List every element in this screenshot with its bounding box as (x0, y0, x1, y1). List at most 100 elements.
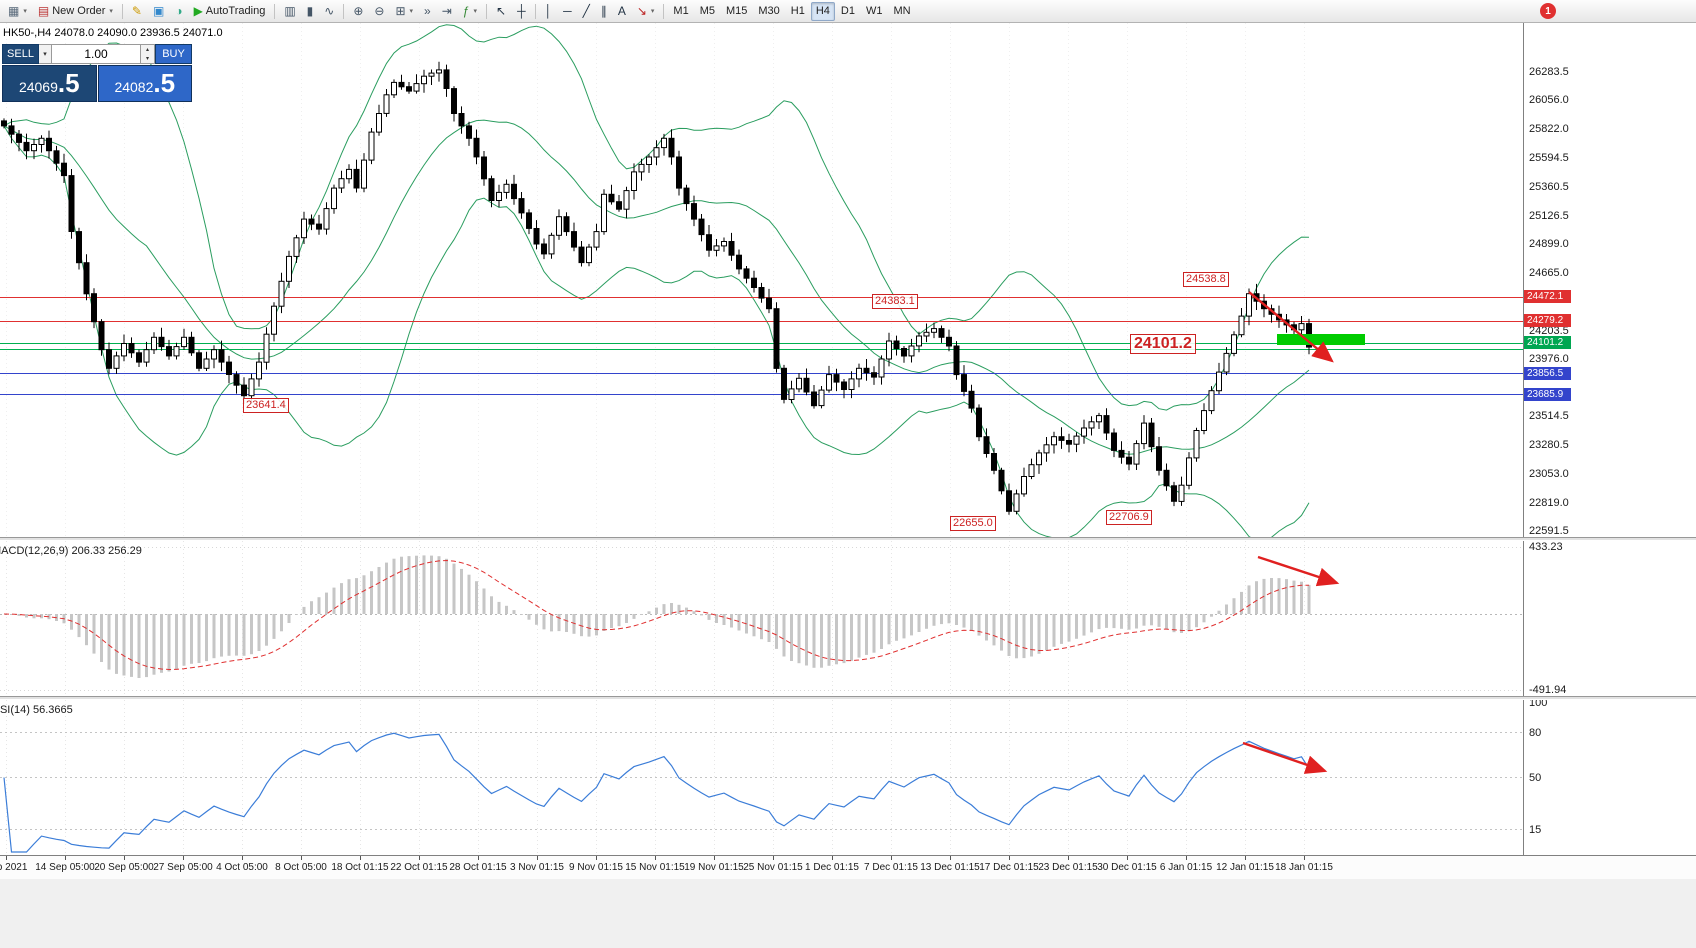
timeframe-m30-button[interactable]: M30 (753, 2, 784, 21)
cursor-icon: ↖ (496, 4, 507, 18)
timeframe-m30-button-label: M30 (758, 5, 780, 17)
timeframe-w1-button-label: W1 (865, 5, 883, 17)
timeframe-h1-button[interactable]: H1 (786, 2, 810, 21)
notifications-icon[interactable]: 1 (1540, 3, 1556, 19)
strategy-tester-button[interactable]: ◑ (170, 2, 187, 21)
crosshair-button[interactable]: ┼ (512, 2, 531, 21)
time-tick (1068, 856, 1069, 860)
timeframe-mn-button[interactable]: MN (888, 2, 915, 21)
chart-shift-button[interactable]: ⇥ (437, 2, 457, 21)
macd-signal-line (3, 559, 1310, 671)
line-chart-button[interactable]: ∿ (319, 2, 339, 21)
timeframe-d1-button-label: D1 (840, 5, 855, 17)
indicators-button[interactable]: ƒ ▾ (458, 2, 482, 21)
auto-scroll-button[interactable]: » (419, 2, 436, 21)
arrows-button[interactable]: ↘ ▾ (632, 2, 660, 21)
timeframe-m1-button-label: M1 (673, 5, 689, 17)
equidistant-channel-button[interactable]: ∥ (596, 2, 612, 21)
new-order-button[interactable]: ▤ New Order ▾ (33, 2, 118, 21)
macd-axis-label: -491.94 (1529, 684, 1567, 696)
price-callout[interactable]: 22706.9 (1106, 510, 1152, 525)
auto-scroll-icon: » (424, 4, 431, 18)
sell-price-button[interactable]: 24069.5 (2, 65, 97, 102)
candles-series (1, 61, 1312, 515)
volume-input[interactable] (52, 44, 141, 64)
price-axis-label: 24899.0 (1529, 238, 1569, 250)
time-tick (832, 856, 833, 860)
time-axis-label: 3 Nov 01:15 (510, 862, 564, 873)
cursor-button[interactable]: ↖ (491, 2, 511, 21)
buy-price-button[interactable]: 24082.5 (97, 65, 192, 102)
time-axis-label: 9 Nov 01:15 (569, 862, 623, 873)
timeframe-m1-button[interactable]: M1 (668, 2, 693, 21)
bollinger-bands (3, 24, 1310, 537)
caret-up-icon: ▴ (145, 46, 149, 53)
text-label-button[interactable]: A (613, 2, 631, 21)
time-tick (419, 856, 420, 860)
timeframe-d1-button[interactable]: D1 (836, 2, 860, 21)
buy-button[interactable]: BUY (155, 44, 192, 64)
time-tick (1186, 856, 1187, 860)
bar-chart-button[interactable]: ▥ (279, 2, 300, 21)
toolbar-separator (534, 3, 536, 19)
price-callout[interactable]: 24383.1 (872, 294, 918, 309)
main-chart-panel[interactable] (0, 23, 1523, 537)
panel-splitter[interactable] (0, 537, 1696, 541)
rsi-panel[interactable] (0, 700, 1523, 855)
toolbar-separator (486, 3, 487, 19)
price-axis-label: 25126.5 (1529, 210, 1569, 222)
price-tag: 24472.1 (1524, 290, 1571, 303)
dropdown-caret-icon: ▾ (409, 8, 414, 15)
chart-ohlc-info: HK50-,H4 24078.0 24090.0 23936.5 24071.0 (3, 27, 223, 39)
metaeditor-button[interactable]: ✎ (127, 2, 147, 21)
sell-button[interactable]: SELL (2, 44, 39, 64)
vertical-line-button[interactable]: │ (540, 2, 558, 21)
price-callout[interactable]: 23641.4 (243, 398, 289, 413)
price-callout[interactable]: 24101.2 (1130, 334, 1196, 354)
time-tick (360, 856, 361, 860)
price-callout[interactable]: 24538.8 (1183, 272, 1229, 287)
price-axis-label: 24203.5 (1529, 325, 1569, 337)
price-axis-label: 23053.0 (1529, 468, 1569, 480)
time-axis-label: 12 Jan 01:15 (1216, 862, 1274, 873)
time-axis-label: 18 Jan 01:15 (1275, 862, 1333, 873)
toolbar-separator (121, 3, 123, 19)
autotrading-button[interactable]: ▶ AutoTrading (189, 2, 271, 21)
time-axis-label: 23 Dec 01:15 (1038, 862, 1098, 873)
terminal-icon: ▣ (152, 4, 165, 18)
timeframe-m15-button[interactable]: M15 (721, 2, 752, 21)
price-axis[interactable]: 26283.5 26056.0 25822.0 25594.5 25360.5 25126… (1523, 23, 1696, 855)
zoom-out-button[interactable]: ⊖ (369, 2, 389, 21)
terminal-button[interactable]: ▣ (148, 2, 169, 21)
volume-dropdown-button[interactable]: ▾ (39, 44, 52, 64)
trendline-button[interactable]: ╱ (578, 2, 595, 21)
time-axis-label: 30 Dec 01:15 (1097, 862, 1157, 873)
time-axis-label: 1 Dec 01:15 (805, 862, 859, 873)
time-tick (596, 856, 597, 860)
arrows-icon: ↘ (636, 4, 647, 18)
timeframe-m5-button[interactable]: M5 (695, 2, 720, 21)
macd-panel[interactable] (0, 541, 1523, 696)
indicators-icon: ƒ (462, 4, 470, 18)
candlestick-chart-button[interactable]: ▮ (302, 2, 319, 21)
rsi-axis-label: 100 (1529, 697, 1548, 709)
price-callout[interactable]: 22655.0 (950, 516, 996, 531)
buy-price-pips: .5 (153, 68, 176, 98)
time-tick (537, 856, 538, 860)
zoom-in-icon: ⊕ (353, 4, 364, 18)
timeframe-w1-button[interactable]: W1 (861, 2, 888, 21)
time-axis-label: 6 Jan 01:15 (1159, 862, 1213, 873)
time-tick (773, 856, 774, 860)
dropdown-caret-icon: ▾ (473, 8, 477, 15)
panel-splitter[interactable] (0, 696, 1696, 700)
timeframe-h4-button[interactable]: H4 (810, 1, 835, 21)
tile-windows-button[interactable]: ⊞ ▾ (390, 2, 418, 21)
price-axis-label: 23280.5 (1529, 439, 1569, 451)
rsi-axis-label: 15 (1529, 824, 1542, 836)
horizontal-line-button[interactable]: ─ (558, 2, 577, 21)
zoom-in-button[interactable]: ⊕ (348, 2, 368, 21)
new-chart-button[interactable]: ▦ ▾ (3, 2, 32, 21)
volume-up-button[interactable]: ▴ (141, 45, 154, 54)
volume-down-button[interactable]: ▾ (141, 54, 154, 63)
